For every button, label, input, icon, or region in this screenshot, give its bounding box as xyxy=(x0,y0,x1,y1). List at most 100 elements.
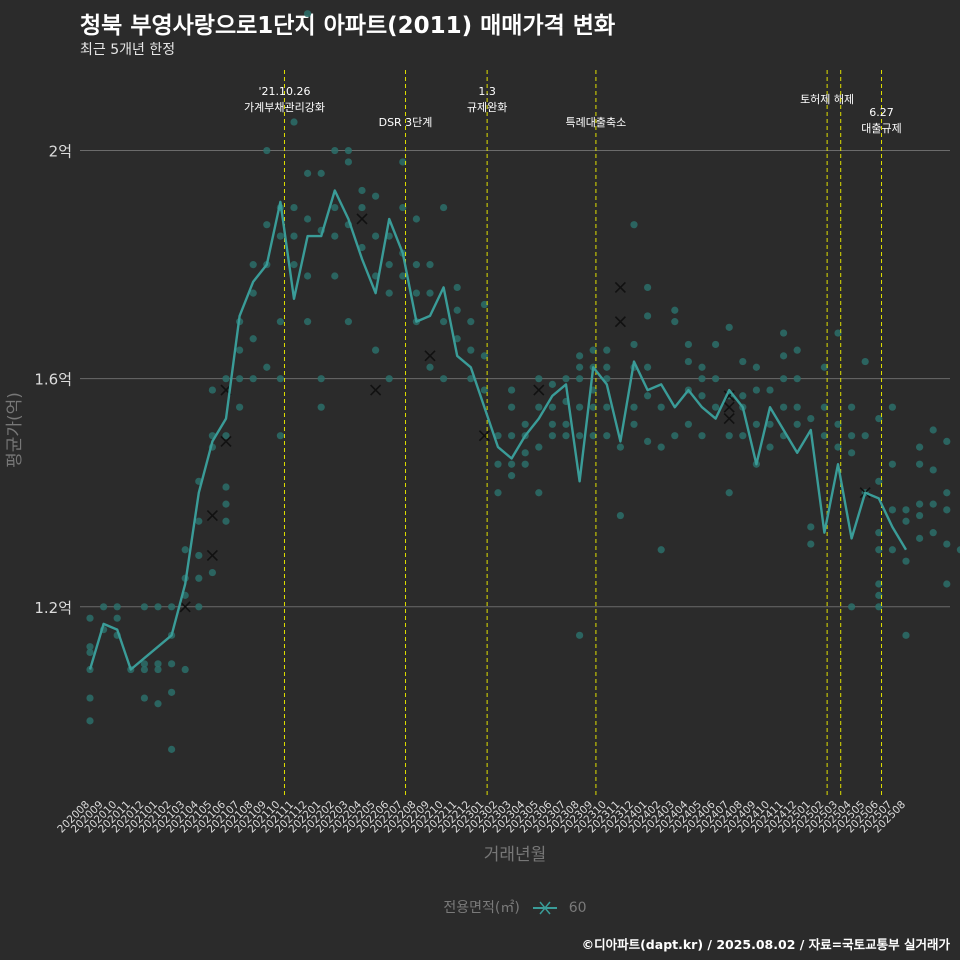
data-point xyxy=(222,375,230,383)
data-point xyxy=(657,546,665,554)
chart-title: 청북 부영사랑으로1단지 아파트(2011) 매매가격 변화 xyxy=(80,13,616,39)
data-point xyxy=(494,460,502,468)
data-point xyxy=(86,614,94,622)
data-point xyxy=(644,363,652,371)
y-axis-title: 평균가(억) xyxy=(5,392,25,468)
data-point xyxy=(943,540,951,548)
data-point xyxy=(834,420,842,428)
data-point xyxy=(929,529,937,537)
chart-subtitle: 최근 5개년 한정 xyxy=(80,42,176,58)
event-label: DSR 3단계 xyxy=(379,116,433,129)
cross-marker xyxy=(723,413,735,425)
data-point xyxy=(766,443,774,451)
data-point xyxy=(317,169,325,177)
event-label: 가계부채관리강화 xyxy=(244,101,325,114)
data-point xyxy=(358,243,366,252)
data-point xyxy=(140,603,148,611)
data-point xyxy=(576,352,584,360)
data-point xyxy=(304,215,312,223)
data-point xyxy=(548,432,557,440)
data-point xyxy=(140,665,148,674)
data-point xyxy=(684,340,693,349)
data-point xyxy=(589,432,597,440)
data-point xyxy=(603,432,611,440)
event-label: 6.27 xyxy=(869,106,894,119)
data-point xyxy=(263,363,271,371)
data-point xyxy=(494,489,502,497)
data-point xyxy=(603,403,611,411)
data-point xyxy=(793,420,801,428)
data-point xyxy=(861,432,869,440)
data-point xyxy=(576,631,584,639)
data-point xyxy=(875,546,883,554)
event-label: 특례대출축소 xyxy=(566,116,627,129)
data-point xyxy=(222,483,230,491)
data-point xyxy=(344,318,352,326)
data-point xyxy=(181,665,189,674)
data-point xyxy=(140,660,148,668)
data-point xyxy=(644,312,652,320)
legend-label-60: 60 xyxy=(568,900,587,916)
data-point xyxy=(249,289,257,297)
legend: 전용면적(㎡) 60 xyxy=(0,897,960,917)
data-point xyxy=(780,375,788,383)
data-point xyxy=(698,392,706,400)
data-point xyxy=(426,261,434,269)
data-point xyxy=(752,420,761,428)
event-label: 1.3 xyxy=(478,85,496,98)
legend-key-icon xyxy=(533,901,558,915)
data-point xyxy=(344,146,352,155)
data-point xyxy=(154,603,162,611)
data-point xyxy=(739,432,747,440)
data-point xyxy=(929,500,937,508)
data-point xyxy=(181,546,189,554)
data-point xyxy=(290,118,298,126)
data-point xyxy=(399,272,407,280)
data-point xyxy=(820,432,829,440)
data-point xyxy=(698,432,706,440)
data-point xyxy=(698,375,706,383)
data-point xyxy=(467,318,475,326)
data-point xyxy=(807,414,815,423)
data-point xyxy=(929,466,937,474)
data-point xyxy=(508,432,516,440)
data-point xyxy=(943,437,951,446)
data-point xyxy=(453,335,461,343)
data-point xyxy=(712,375,720,383)
data-point xyxy=(548,380,557,388)
data-point xyxy=(331,232,339,240)
cross-marker xyxy=(723,401,735,413)
data-point xyxy=(480,386,488,394)
data-point xyxy=(372,232,380,240)
data-point xyxy=(644,283,652,292)
data-point xyxy=(752,363,761,371)
data-point xyxy=(616,511,625,520)
data-point xyxy=(603,363,611,371)
data-point xyxy=(304,318,312,326)
data-point xyxy=(725,323,733,331)
cross-marker xyxy=(424,350,436,362)
cross-marker xyxy=(206,549,218,562)
data-point xyxy=(576,375,584,383)
data-point xyxy=(712,403,720,411)
data-point xyxy=(834,329,842,337)
data-point xyxy=(548,403,557,411)
data-point xyxy=(916,443,924,451)
data-point xyxy=(317,403,325,411)
data-point xyxy=(399,158,407,166)
data-point xyxy=(440,318,448,326)
event-label: '21.10.26 xyxy=(258,85,310,98)
data-point xyxy=(888,506,897,514)
data-point xyxy=(236,346,244,354)
data-point xyxy=(467,375,475,383)
data-point xyxy=(875,529,883,537)
data-point xyxy=(739,392,747,400)
cross-marker xyxy=(614,281,626,293)
data-point xyxy=(331,146,339,155)
data-point xyxy=(453,283,461,292)
data-point xyxy=(222,432,230,440)
data-point xyxy=(317,375,325,383)
data-point xyxy=(358,203,366,212)
data-point xyxy=(535,375,543,383)
